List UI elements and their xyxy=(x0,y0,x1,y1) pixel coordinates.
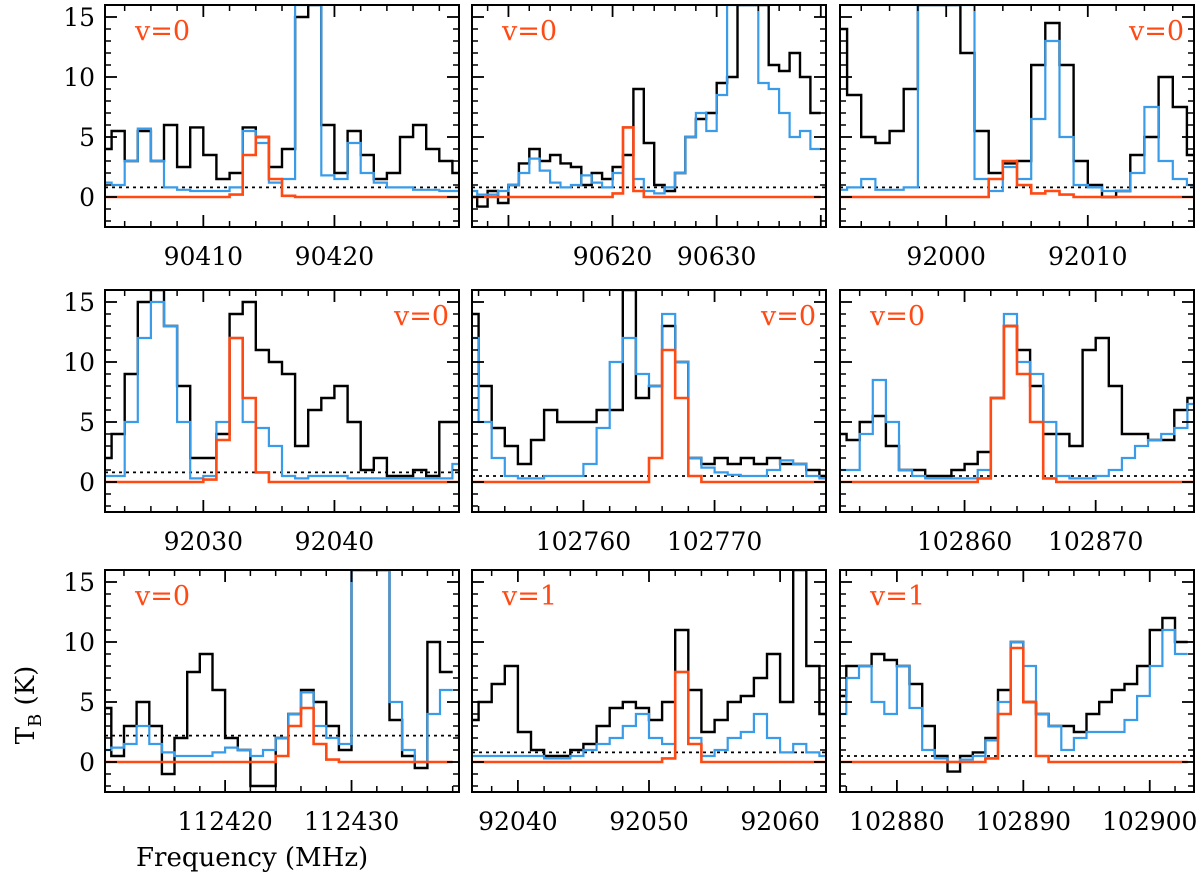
y-tick-label: 0 xyxy=(79,468,95,497)
plot-area xyxy=(105,570,459,788)
panel-frame xyxy=(471,289,827,513)
plot-area xyxy=(840,5,1194,199)
panel-frame xyxy=(104,569,460,793)
x-tick-label: 92000 xyxy=(906,242,986,271)
series-model-total xyxy=(840,312,1194,480)
vibrational-state-label: v=0 xyxy=(760,301,816,332)
y-tick-label: 0 xyxy=(79,748,95,777)
panel-frame xyxy=(471,4,827,228)
vibrational-state-label: v=0 xyxy=(1128,16,1184,47)
y-tick-label: 0 xyxy=(79,183,95,212)
series-model-total xyxy=(840,628,1188,764)
x-tick-label: 90410 xyxy=(164,242,244,271)
x-tick-label: 102860 xyxy=(917,527,1012,556)
series-model-species xyxy=(105,135,459,199)
spectrum-panel: 92040 92050 92060 v=1 xyxy=(471,569,827,836)
x-axis-title: Frequency (MHz) xyxy=(136,843,368,873)
panel-frame xyxy=(839,569,1195,793)
x-tick-label: 90620 xyxy=(573,242,653,271)
x-tick-label: 112430 xyxy=(304,807,399,836)
x-tick-label: 102880 xyxy=(849,807,944,836)
y-tick-label: 15 xyxy=(63,568,95,597)
spectrum-panel: 0 5 10 15 92030 92040 v=0 xyxy=(63,288,460,556)
plot-area xyxy=(840,312,1194,484)
series-observed xyxy=(105,290,459,478)
series-model-species xyxy=(105,706,453,764)
spectrum-panel: 102880 102890 102900 v=1 xyxy=(839,569,1197,836)
x-tick-label: 112420 xyxy=(177,807,272,836)
series-model-total xyxy=(840,5,1194,193)
x-tick-label: 102890 xyxy=(976,807,1071,836)
y-axis-title-main: T xyxy=(11,726,41,744)
y-tick-label: 15 xyxy=(63,288,95,317)
vibrational-state-label: v=1 xyxy=(869,581,925,612)
series-model-total xyxy=(105,570,453,764)
x-tick-label: 92030 xyxy=(164,527,244,556)
y-tick-label: 10 xyxy=(63,348,95,377)
vibrational-state-label: v=0 xyxy=(869,301,925,332)
y-axis-title-unit: (K) xyxy=(11,666,41,714)
x-tick-label: 92040 xyxy=(478,807,558,836)
x-tick-label: 102870 xyxy=(1048,527,1143,556)
y-tick-label: 5 xyxy=(79,408,95,437)
spectrum-panel: 90620 90630 v=0 xyxy=(471,4,827,271)
x-tick-label: 102760 xyxy=(536,527,631,556)
spectrum-panel: 102860 102870 v=0 xyxy=(839,289,1195,556)
vibrational-state-label: v=0 xyxy=(134,581,190,612)
plot-area xyxy=(840,616,1194,773)
y-tick-label: 5 xyxy=(79,123,95,152)
vibrational-state-label: v=0 xyxy=(134,16,190,47)
y-tick-label: 10 xyxy=(63,628,95,657)
series-model-total xyxy=(472,5,821,196)
series-model-total xyxy=(472,670,826,760)
x-tick-label: 92040 xyxy=(295,527,375,556)
x-tick-label: 90420 xyxy=(295,242,375,271)
vibrational-state-label: v=0 xyxy=(501,16,557,47)
vibrational-state-label: v=1 xyxy=(501,581,557,612)
spectrum-panel: 92000 92010 v=0 xyxy=(839,4,1195,271)
spectrum-panel: 0 5 10 15 112420 112430 v=0 xyxy=(63,568,460,836)
series-model-species xyxy=(472,126,821,199)
plot-area xyxy=(472,570,826,764)
series-model-total xyxy=(105,5,459,193)
plot-area xyxy=(105,290,459,484)
y-axis-title-subscript: B xyxy=(25,714,46,727)
vibrational-state-label: v=0 xyxy=(393,301,449,332)
plot-area xyxy=(472,290,826,484)
panel-frame xyxy=(839,4,1195,228)
series-model-species xyxy=(472,670,826,764)
x-tick-label: 92050 xyxy=(609,807,689,836)
x-tick-label: 92060 xyxy=(740,807,820,836)
plot-area xyxy=(105,5,459,199)
y-tick-label: 5 xyxy=(79,688,95,717)
series-model-species xyxy=(105,336,459,484)
series-model-total xyxy=(472,312,826,480)
y-axis-title: TB (K) xyxy=(11,666,46,745)
series-model-species xyxy=(840,646,1188,764)
y-tick-label: 10 xyxy=(63,63,95,92)
series-observed xyxy=(472,5,821,208)
spectrum-panel: 102760 102770 v=0 xyxy=(471,289,827,556)
x-tick-label: 92010 xyxy=(1048,242,1128,271)
series-model-species xyxy=(472,348,826,484)
x-tick-label: 102900 xyxy=(1102,807,1197,836)
series-observed xyxy=(840,5,1194,199)
x-tick-label: 102770 xyxy=(667,527,762,556)
series-model-species xyxy=(840,324,1194,484)
plot-area xyxy=(472,5,826,208)
x-tick-label: 90630 xyxy=(677,242,757,271)
y-tick-label: 15 xyxy=(63,3,95,32)
spectrum-panel: 0 5 10 15 90410 90420 v=0 xyxy=(63,3,460,271)
series-model-species xyxy=(840,159,1194,199)
series-observed xyxy=(105,5,459,181)
